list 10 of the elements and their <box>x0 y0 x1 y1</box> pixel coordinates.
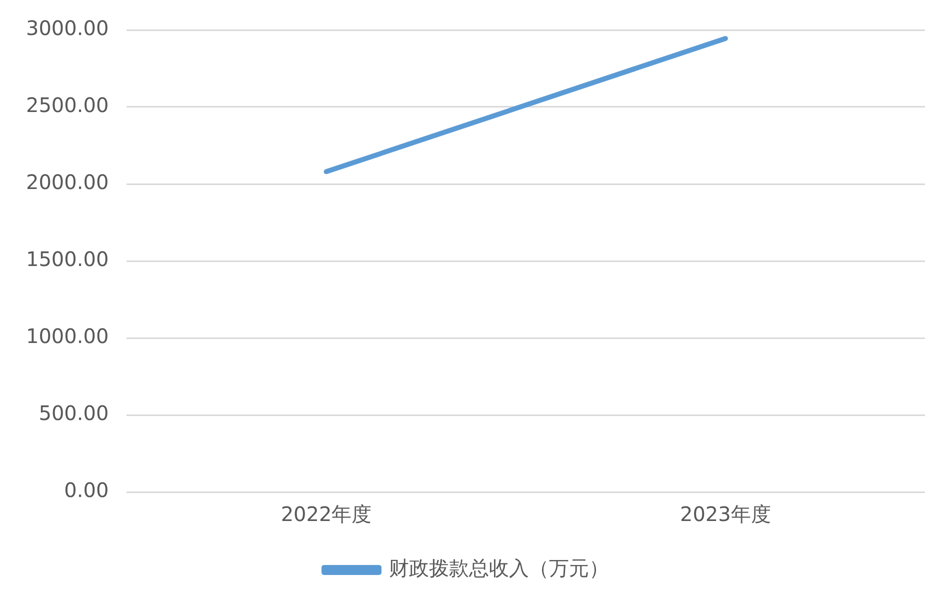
y-tick-label: 3000.00 <box>26 16 109 40</box>
x-tick-label: 2022年度 <box>280 502 372 526</box>
y-tick-label: 2000.00 <box>26 170 109 194</box>
y-tick-label: 1500.00 <box>26 247 109 272</box>
y-tick-label: 2500.00 <box>26 93 109 118</box>
y-tick-label: 500.00 <box>38 401 109 426</box>
legend-label: 财政拨款总收入（万元） <box>389 556 609 580</box>
y-tick-label: 1000.00 <box>26 324 109 348</box>
y-tick-label: 0.00 <box>64 478 109 502</box>
x-tick-label: 2023年度 <box>680 502 771 526</box>
